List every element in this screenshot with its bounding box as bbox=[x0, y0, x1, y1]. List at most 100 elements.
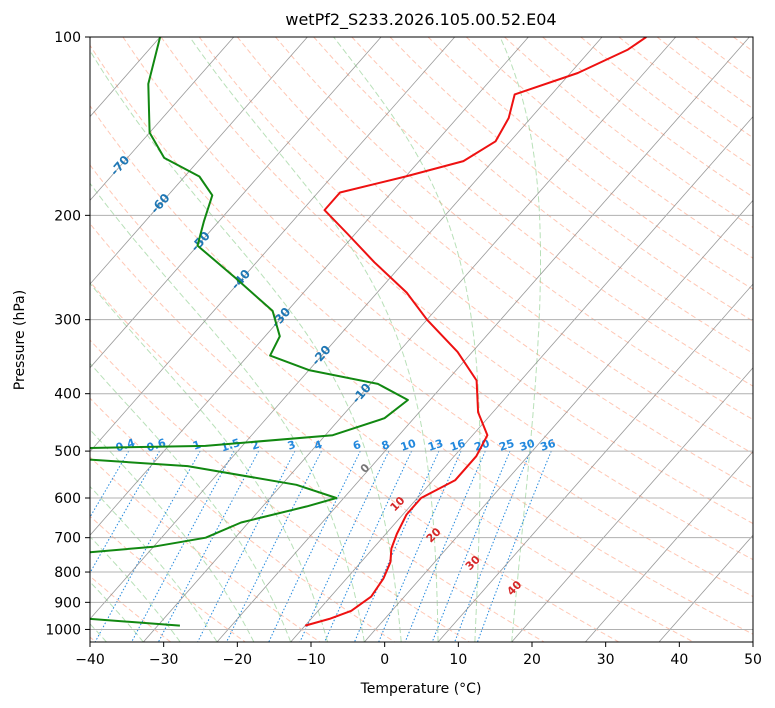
x-tick-label: 10 bbox=[449, 652, 467, 668]
dry-adiabat-line bbox=[237, 37, 753, 455]
moist-adiabat-line bbox=[90, 428, 255, 642]
temperature-profile-line bbox=[304, 37, 647, 627]
isotherm-line bbox=[290, 116, 753, 642]
dry-adiabat-line bbox=[542, 37, 753, 198]
dry-adiabat-line bbox=[90, 397, 395, 642]
dry-adiabat-line bbox=[694, 37, 753, 81]
isotherm-line bbox=[216, 37, 750, 642]
mixing-ratio-line bbox=[157, 450, 260, 642]
mixing-ratio-label: 30 bbox=[518, 437, 537, 454]
dry-adiabat-line bbox=[389, 37, 753, 322]
mixing-ratio-label: 2 bbox=[250, 438, 261, 453]
dry-adiabat-line bbox=[351, 37, 753, 354]
mixing-ratio-label: 36 bbox=[539, 437, 558, 454]
isotherm-label: -80 bbox=[67, 115, 92, 141]
dry-adiabat-line bbox=[90, 575, 171, 642]
y-tick-label: 400 bbox=[54, 387, 81, 403]
moist-adiabat-line bbox=[0, 37, 70, 642]
mixing-ratio-line bbox=[94, 450, 201, 642]
mixing-ratio-line bbox=[477, 450, 552, 642]
dry-adiabat-line bbox=[90, 281, 545, 642]
dry-adiabat-line bbox=[90, 515, 246, 642]
dry-adiabat-line bbox=[656, 37, 753, 110]
isotherm-line bbox=[511, 367, 753, 642]
dewpoint-profile-line bbox=[90, 37, 409, 627]
isotherm-line bbox=[90, 37, 308, 285]
y-tick-label: 700 bbox=[54, 531, 81, 547]
y-axis-label: Pressure (hPa) bbox=[12, 290, 28, 390]
y-tick-label: 900 bbox=[54, 595, 81, 611]
y-tick-label: 1000 bbox=[45, 622, 81, 638]
isotherm-line bbox=[90, 37, 529, 536]
y-tick-label: 600 bbox=[54, 491, 81, 507]
mixing-ratio-line bbox=[90, 450, 130, 519]
moist-adiabat-label: 30 bbox=[463, 553, 483, 573]
mixing-ratio-label: 10 bbox=[399, 437, 418, 454]
isotherm-line bbox=[143, 37, 677, 642]
isotherm-line bbox=[437, 283, 753, 642]
dry-adiabat-line bbox=[313, 37, 753, 387]
y-axis: 1000 900 800 700 600 500 400 300 200 100 bbox=[45, 30, 90, 638]
chart-title: wetPf2_S233.2026.105.00.52.E04 bbox=[285, 10, 556, 30]
isotherm-line bbox=[364, 199, 753, 642]
mixing-ratio-label: 4 bbox=[312, 438, 324, 453]
dry-adiabat-line bbox=[275, 37, 753, 421]
isotherm-line bbox=[658, 534, 753, 642]
x-axis-label: Temperature (°C) bbox=[360, 681, 482, 697]
x-tick-label: −20 bbox=[223, 652, 253, 668]
moist-adiabat-line bbox=[90, 182, 365, 642]
isotherm-line bbox=[90, 37, 235, 201]
x-tick-label: 50 bbox=[744, 652, 762, 668]
mixing-ratio-label: 3 bbox=[286, 438, 297, 453]
x-tick-label: 40 bbox=[670, 652, 688, 668]
y-tick-label: 200 bbox=[54, 208, 81, 224]
plot-frame bbox=[89, 36, 754, 643]
isotherm-line bbox=[585, 450, 753, 642]
mixing-ratio-line bbox=[0, 451, 32, 642]
mixing-ratio-line bbox=[268, 450, 361, 642]
y-tick-label: 300 bbox=[54, 313, 81, 329]
isotherm-label: -100 bbox=[0, 36, 14, 68]
isotherm-line bbox=[0, 37, 13, 642]
mixing-ratio-line bbox=[431, 450, 511, 642]
background-grid bbox=[0, 37, 753, 642]
moist-adiabat-label: 0 bbox=[358, 461, 373, 476]
mixing-ratio-line bbox=[226, 450, 322, 642]
mixing-ratio-label: 8 bbox=[380, 438, 391, 453]
moist-adiabat-label: 40 bbox=[504, 578, 524, 598]
x-tick-label: −30 bbox=[149, 652, 179, 668]
mixing-ratio-label: 16 bbox=[448, 437, 467, 454]
dry-adiabat-line bbox=[504, 37, 753, 229]
moist-adiabat-line bbox=[90, 49, 402, 642]
x-tick-label: −10 bbox=[296, 652, 326, 668]
moist-adiabat-line bbox=[189, 37, 439, 642]
mixing-ratio-line bbox=[131, 450, 235, 642]
moist-adiabat-line bbox=[499, 37, 541, 642]
mixing-ratio-line bbox=[404, 450, 486, 642]
mixing-ratio-label: 1.5 bbox=[219, 436, 242, 454]
mixing-ratio-label: 13 bbox=[426, 437, 445, 454]
y-tick-label: 100 bbox=[54, 30, 81, 46]
x-tick-label: 30 bbox=[597, 652, 615, 668]
x-tick-label: 20 bbox=[523, 652, 541, 668]
mixing-ratio-label: 0.1 bbox=[17, 436, 40, 454]
profiles bbox=[90, 37, 647, 627]
dry-adiabat-line bbox=[160, 37, 753, 525]
dry-adiabat-line bbox=[580, 37, 753, 168]
dry-adiabat-line bbox=[90, 164, 694, 642]
dry-adiabat-line bbox=[427, 37, 753, 290]
dry-adiabat-line bbox=[90, 104, 753, 635]
isotherm-label: -90 bbox=[27, 77, 52, 103]
y-tick-label: 800 bbox=[54, 565, 81, 581]
mixing-ratio-line bbox=[378, 450, 462, 642]
mixing-ratio-line bbox=[197, 450, 296, 642]
mixing-ratio-label: 25 bbox=[497, 437, 516, 454]
dry-adiabat-line bbox=[465, 37, 753, 259]
x-tick-label: 0 bbox=[380, 652, 389, 668]
dry-adiabat-line bbox=[198, 37, 753, 489]
moist-adiabat-line bbox=[333, 37, 481, 642]
dry-adiabat-line bbox=[733, 37, 753, 52]
isotherm-line bbox=[90, 37, 603, 620]
mixing-ratio-line bbox=[454, 450, 531, 642]
